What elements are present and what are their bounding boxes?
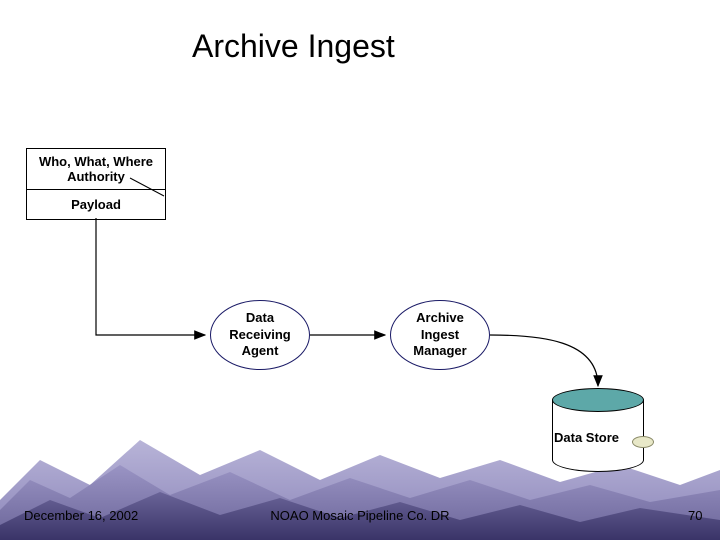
cylinder-label: Data Store	[554, 430, 619, 445]
page-title: Archive Ingest	[192, 28, 395, 65]
footer-center: NOAO Mosaic Pipeline Co. DR	[0, 508, 720, 523]
small-shape	[632, 436, 654, 448]
edge-table-to-dra	[96, 218, 205, 335]
footer-page-number: 70	[688, 508, 702, 523]
slide: Archive Ingest Who, What, Where Authorit…	[0, 0, 720, 540]
node-data-receiving-agent: Data Receiving Agent	[210, 300, 310, 370]
table-row-payload: Payload	[27, 189, 165, 219]
edge-aim-to-cylinder	[490, 335, 598, 386]
table-row-authority: Who, What, Where Authority	[27, 149, 165, 189]
authority-table: Who, What, Where Authority Payload	[26, 148, 166, 220]
node-archive-ingest-manager: Archive Ingest Manager	[390, 300, 490, 370]
